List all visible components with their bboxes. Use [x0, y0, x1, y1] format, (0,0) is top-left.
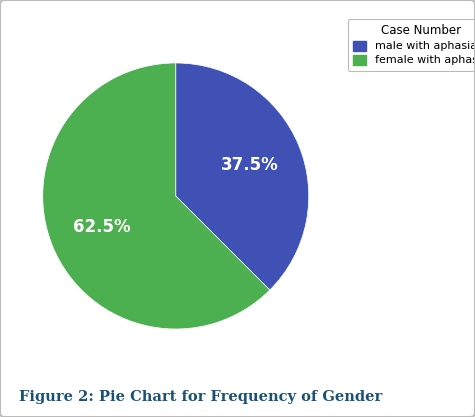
- Legend: male with aphasia, female with aphasia: male with aphasia, female with aphasia: [348, 19, 475, 71]
- Text: 62.5%: 62.5%: [73, 218, 131, 236]
- Wedge shape: [176, 63, 309, 290]
- Text: 37.5%: 37.5%: [220, 156, 278, 174]
- Wedge shape: [43, 63, 270, 329]
- Text: Figure 2: Pie Chart for Frequency of Gender: Figure 2: Pie Chart for Frequency of Gen…: [19, 390, 382, 404]
